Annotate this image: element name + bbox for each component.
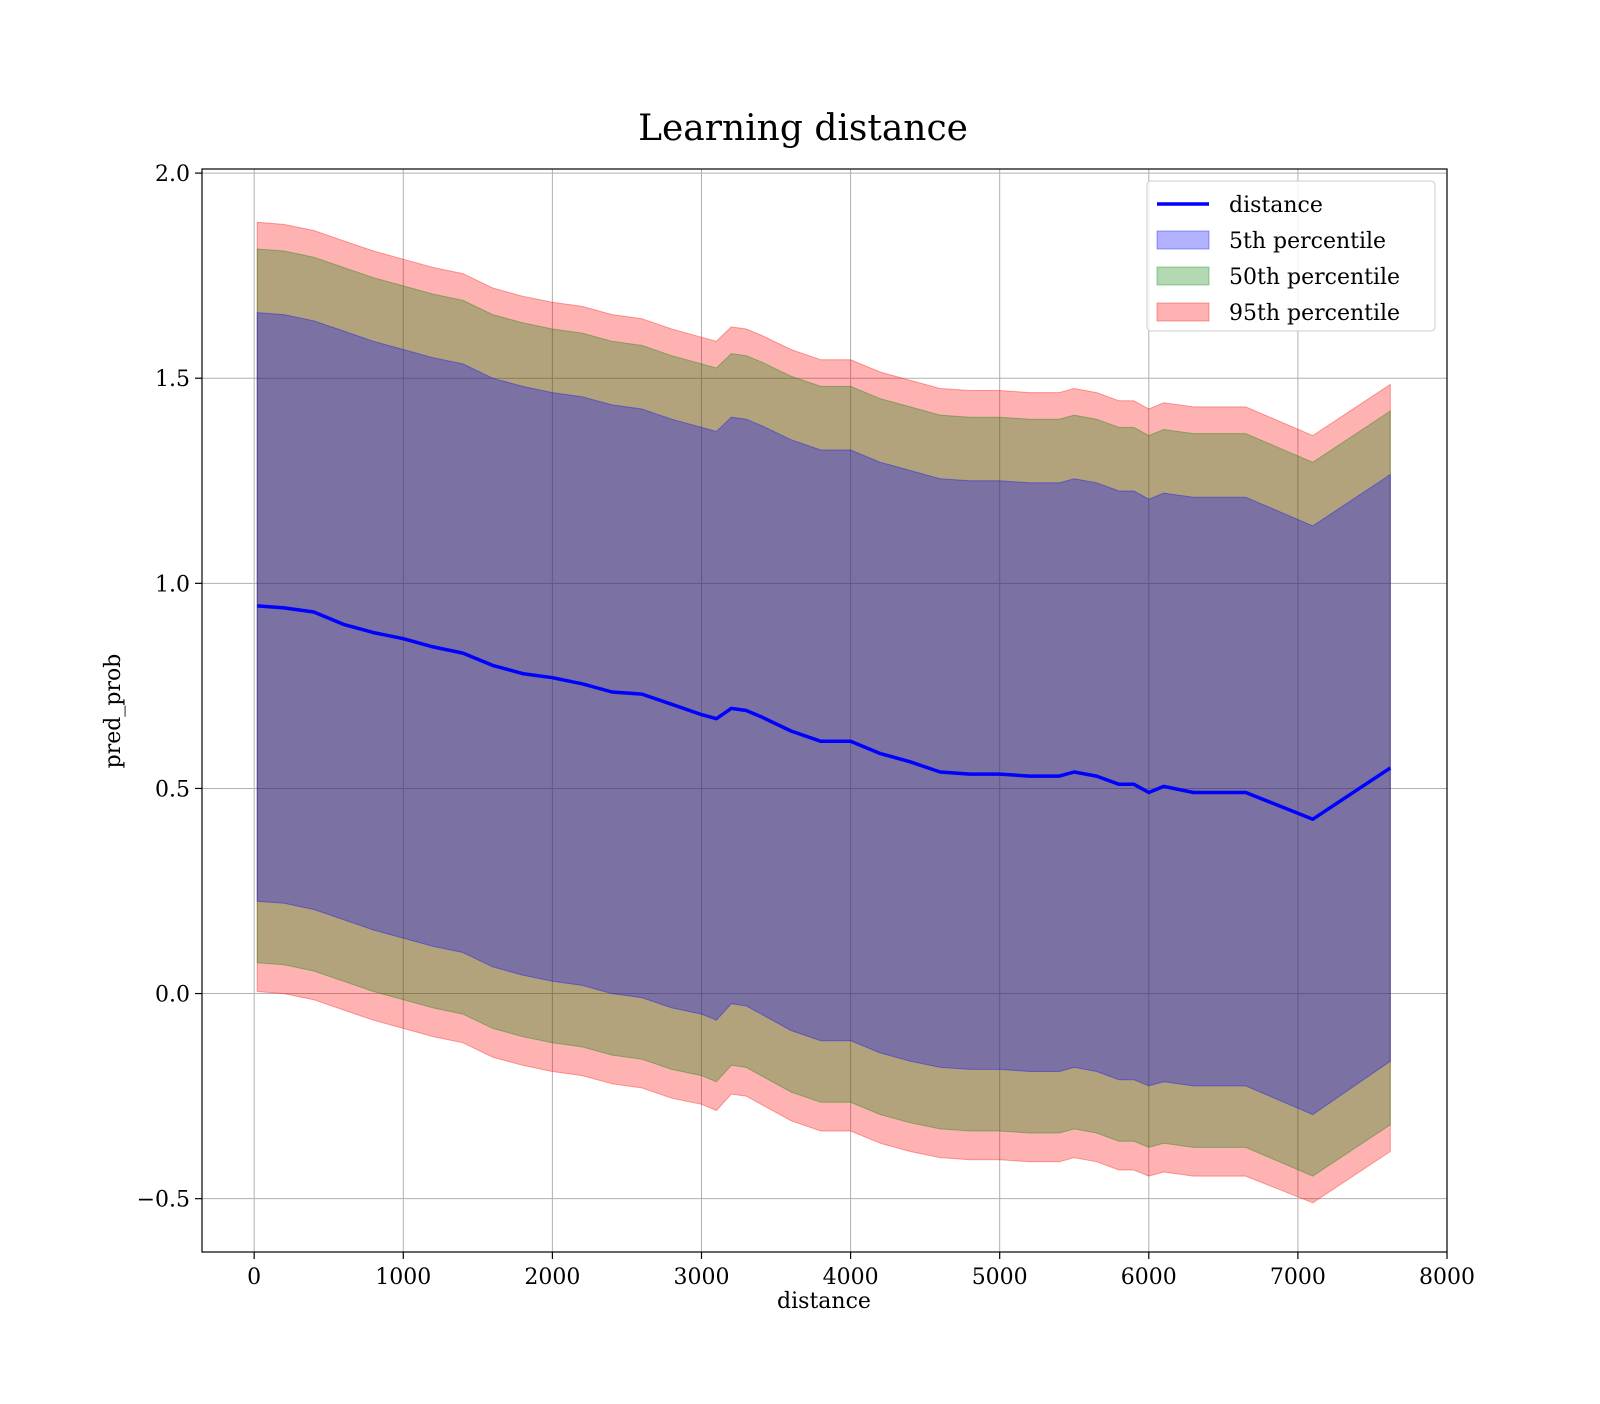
x-tick-label: 7000 [1270, 1265, 1326, 1290]
x-tick-label: 6000 [1121, 1265, 1177, 1290]
legend-swatch-50th-percentile [1156, 266, 1210, 286]
x-tick-label: 1000 [375, 1265, 431, 1290]
legend-label-distance: distance [1229, 193, 1323, 218]
x-tick-label: 3000 [673, 1265, 729, 1290]
y-tick-label: 0.0 [155, 983, 190, 1008]
x-axis-ticks: 0 1000 2000 3000 4000 5000 6000 7000 8000 [247, 1252, 1475, 1290]
series-lines [257, 604, 1392, 821]
x-tick-label: 0 [247, 1265, 261, 1290]
y-tick-label: 0.5 [155, 777, 190, 802]
y-tick-label: 1.0 [155, 572, 190, 597]
legend: distance 5th percentile 50th percentile 95t… [1146, 180, 1436, 332]
x-axis-label: distance [777, 1289, 871, 1314]
legend-swatch-95th-percentile [1156, 302, 1210, 322]
plot-frame [201, 168, 1448, 1253]
y-axis-label: pred_prob [101, 654, 126, 769]
legend-label-50th-percentile: 50th percentile [1229, 265, 1400, 290]
legend-box [1146, 180, 1436, 332]
y-tick-label: −0.5 [137, 1188, 190, 1213]
x-tick-label: 2000 [524, 1265, 580, 1290]
chart-title: Learning distance [638, 108, 968, 149]
y-tick-label: 2.0 [155, 162, 190, 187]
band-95th-percentile [256, 221, 1391, 1204]
legend-label-95th-percentile: 95th percentile [1229, 301, 1400, 326]
y-axis-ticks: −0.5 0.0 0.5 1.0 1.5 2.0 [137, 162, 202, 1213]
x-tick-label: 8000 [1419, 1265, 1475, 1290]
legend-label-5th-percentile: 5th percentile [1229, 229, 1386, 254]
x-tick-label: 5000 [972, 1265, 1028, 1290]
x-tick-label: 4000 [823, 1265, 879, 1290]
series-line-distance [257, 604, 1392, 821]
percentile-bands [256, 221, 1391, 1204]
band-50th-percentile [256, 248, 1391, 1177]
band-5th-percentile [256, 312, 1391, 1116]
y-tick-label: 1.5 [155, 367, 190, 392]
legend-swatch-5th-percentile [1156, 230, 1210, 250]
